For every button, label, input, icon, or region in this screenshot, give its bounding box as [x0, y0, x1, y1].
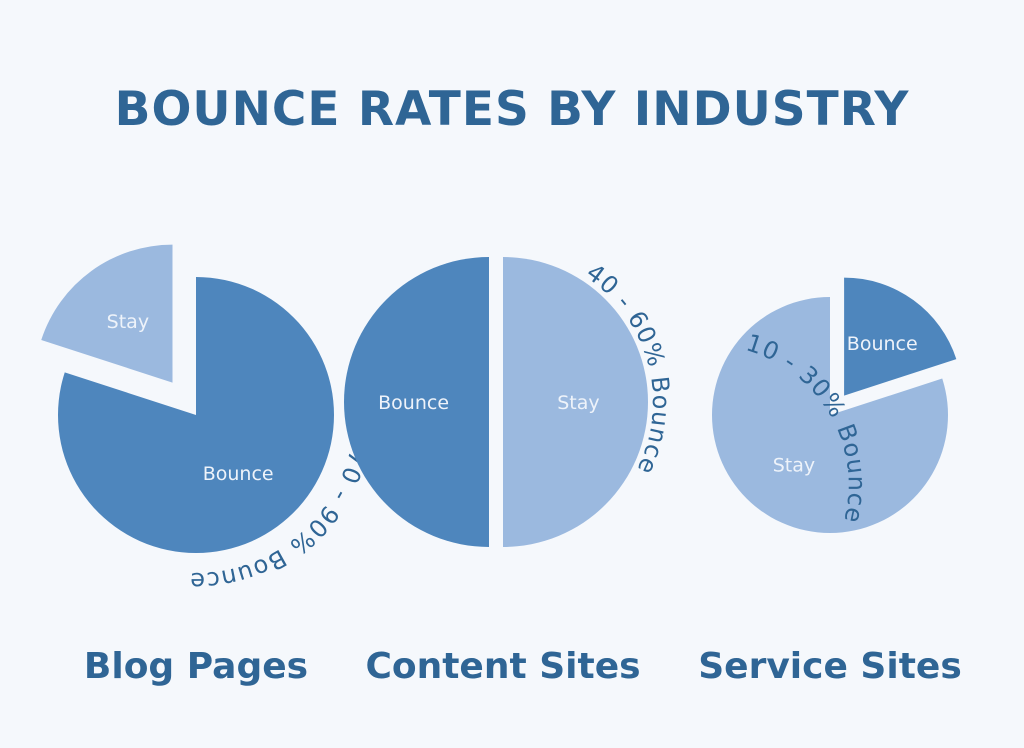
slice-label-stay: Stay [107, 311, 149, 333]
pie-title: Content Sites [365, 646, 640, 687]
slice-stay [41, 244, 173, 383]
slice-label-bounce: Bounce [203, 463, 274, 485]
slice-label-bounce: Bounce [847, 333, 918, 355]
slice-label-stay: Stay [557, 392, 599, 414]
slice-bounce [844, 277, 957, 396]
chart-title: BOUNCE RATES BY INDUSTRY [115, 82, 910, 137]
slice-label-stay: Stay [773, 455, 815, 477]
slice-stay [503, 257, 648, 547]
slice-bounce [57, 277, 334, 553]
slice-stay [712, 297, 949, 533]
slice-bounce [344, 257, 489, 547]
pie-title: Service Sites [698, 646, 962, 687]
slice-label-bounce: Bounce [378, 392, 449, 414]
pie-title: Blog Pages [84, 646, 308, 687]
